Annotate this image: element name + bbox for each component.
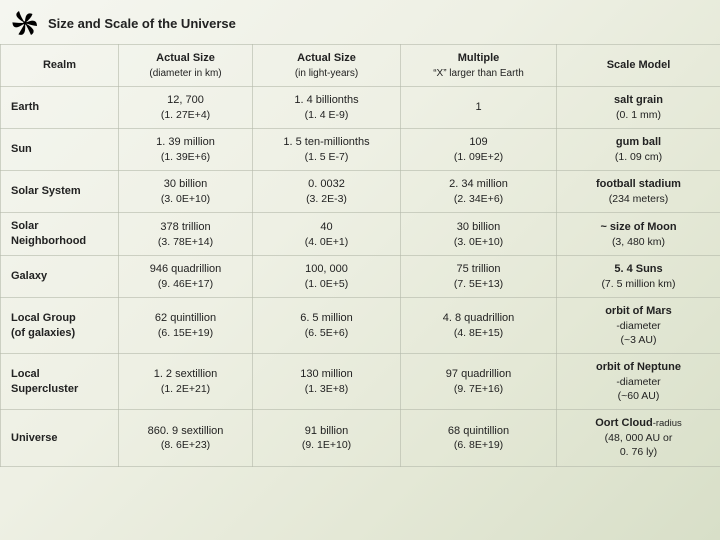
cell-size-ly: 6. 5 million(6. 5E+6) bbox=[253, 298, 401, 354]
cell-size-ly: 40(4. 0E+1) bbox=[253, 213, 401, 256]
cell-scale-model: ~ size of Moon(3, 480 km) bbox=[557, 213, 720, 256]
cell-size-ly: 1. 4 billionths(1. 4 E-9) bbox=[253, 87, 401, 129]
cell-scale-model: football stadium(234 meters) bbox=[557, 171, 720, 213]
cell-realm: LocalSupercluster bbox=[1, 354, 119, 410]
cell-size-km: 1. 2 sextillion(1. 2E+21) bbox=[119, 354, 253, 410]
col-multiple: Multiple“X” larger than Earth bbox=[401, 45, 557, 87]
cell-multiple: 4. 8 quadrillion(4. 8E+15) bbox=[401, 298, 557, 354]
table-row: Galaxy946 quadrillion(9. 46E+17)100, 000… bbox=[1, 256, 720, 298]
cell-size-ly: 130 million(1. 3E+8) bbox=[253, 354, 401, 410]
cell-size-ly: 100, 000(1. 0E+5) bbox=[253, 256, 401, 298]
col-model: Scale Model bbox=[557, 45, 720, 87]
table-row: Solar System30 billion(3. 0E+10)0. 0032(… bbox=[1, 171, 720, 213]
cell-size-ly: 0. 0032(3. 2E-3) bbox=[253, 171, 401, 213]
cell-size-ly: 91 billion(9. 1E+10) bbox=[253, 410, 401, 466]
cell-multiple: 75 trillion(7. 5E+13) bbox=[401, 256, 557, 298]
col-realm: Realm bbox=[1, 45, 119, 87]
table-row: LocalSupercluster1. 2 sextillion(1. 2E+2… bbox=[1, 354, 720, 410]
table-row: Universe860. 9 sextillion(8. 6E+23)91 bi… bbox=[1, 410, 720, 466]
cell-scale-model: gum ball(1. 09 cm) bbox=[557, 129, 720, 171]
cell-size-km: 1. 39 million(1. 39E+6) bbox=[119, 129, 253, 171]
table-row: Earth12, 700(1. 27E+4)1. 4 billionths(1.… bbox=[1, 87, 720, 129]
cell-realm: Local Group(of galaxies) bbox=[1, 298, 119, 354]
cell-realm: Sun bbox=[1, 129, 119, 171]
table-row: Local Group(of galaxies)62 quintillion(6… bbox=[1, 298, 720, 354]
scale-table: Realm Actual Size(diameter in km) Actual… bbox=[0, 44, 720, 467]
table-row: SolarNeighborhood378 trillion(3. 78E+14)… bbox=[1, 213, 720, 256]
cell-size-ly: 1. 5 ten-millionths(1. 5 E-7) bbox=[253, 129, 401, 171]
col-size-ly: Actual Size(in light-years) bbox=[253, 45, 401, 87]
cell-size-km: 860. 9 sextillion(8. 6E+23) bbox=[119, 410, 253, 466]
cell-scale-model: orbit of Mars-diameter(~3 AU) bbox=[557, 298, 720, 354]
cell-size-km: 12, 700(1. 27E+4) bbox=[119, 87, 253, 129]
spiral-icon bbox=[10, 8, 40, 38]
cell-realm: Universe bbox=[1, 410, 119, 466]
cell-multiple: 1 bbox=[401, 87, 557, 129]
cell-multiple: 30 billion(3. 0E+10) bbox=[401, 213, 557, 256]
cell-scale-model: Oort Cloud-radius(48, 000 AU or0. 76 ly) bbox=[557, 410, 720, 466]
col-size-km: Actual Size(diameter in km) bbox=[119, 45, 253, 87]
cell-realm: Earth bbox=[1, 87, 119, 129]
cell-multiple: 109(1. 09E+2) bbox=[401, 129, 557, 171]
cell-size-km: 62 quintillion(6. 15E+19) bbox=[119, 298, 253, 354]
cell-multiple: 2. 34 million(2. 34E+6) bbox=[401, 171, 557, 213]
table-row: Sun1. 39 million(1. 39E+6)1. 5 ten-milli… bbox=[1, 129, 720, 171]
cell-realm: Galaxy bbox=[1, 256, 119, 298]
cell-multiple: 68 quintillion(6. 8E+19) bbox=[401, 410, 557, 466]
cell-size-km: 378 trillion(3. 78E+14) bbox=[119, 213, 253, 256]
cell-realm: SolarNeighborhood bbox=[1, 213, 119, 256]
cell-size-km: 30 billion(3. 0E+10) bbox=[119, 171, 253, 213]
cell-scale-model: orbit of Neptune-diameter(~60 AU) bbox=[557, 354, 720, 410]
cell-scale-model: salt grain(0. 1 mm) bbox=[557, 87, 720, 129]
cell-multiple: 97 quadrillion(9. 7E+16) bbox=[401, 354, 557, 410]
cell-scale-model: 5. 4 Suns(7. 5 million km) bbox=[557, 256, 720, 298]
page-title: Size and Scale of the Universe bbox=[48, 16, 236, 31]
cell-realm: Solar System bbox=[1, 171, 119, 213]
cell-size-km: 946 quadrillion(9. 46E+17) bbox=[119, 256, 253, 298]
